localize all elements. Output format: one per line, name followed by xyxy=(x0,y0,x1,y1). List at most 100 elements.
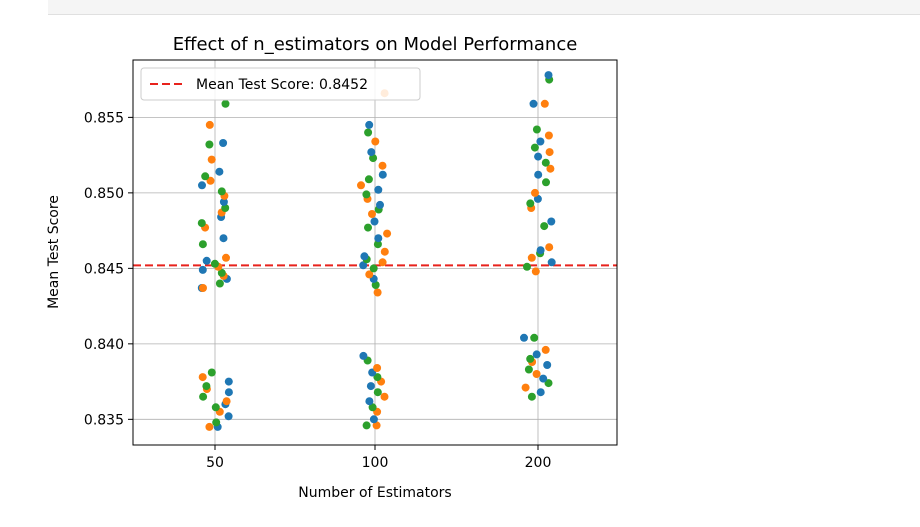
data-point xyxy=(527,392,536,401)
data-point xyxy=(536,246,545,255)
legend-label: Mean Test Score: 0.8452 xyxy=(196,77,368,93)
data-point xyxy=(360,252,369,261)
data-point xyxy=(541,158,550,167)
data-point xyxy=(197,219,206,228)
data-point xyxy=(536,388,545,397)
x-tick-label: 100 xyxy=(362,455,389,471)
chart-title: Effect of n_estimators on Model Performa… xyxy=(173,34,578,55)
data-point xyxy=(534,152,543,161)
data-point xyxy=(364,223,372,232)
data-point xyxy=(207,368,216,377)
notebook-cell-strip xyxy=(48,0,920,15)
data-point xyxy=(215,167,224,176)
data-point xyxy=(547,217,556,226)
data-point xyxy=(532,350,541,359)
data-point xyxy=(378,170,387,179)
data-point xyxy=(224,388,233,397)
data-point xyxy=(544,131,553,140)
data-point xyxy=(523,262,531,271)
data-point xyxy=(365,270,374,279)
y-tick-label: 0.835 xyxy=(84,412,124,428)
data-point xyxy=(198,265,207,274)
data-point xyxy=(364,175,373,184)
x-tick-label: 50 xyxy=(206,455,224,471)
data-point xyxy=(371,281,380,289)
data-point xyxy=(206,176,215,185)
y-tick-label: 0.840 xyxy=(84,337,124,353)
data-point xyxy=(205,140,214,149)
data-point xyxy=(532,125,541,134)
data-point xyxy=(224,377,233,386)
data-point xyxy=(373,240,382,249)
data-point xyxy=(373,373,382,382)
data-point xyxy=(221,99,230,108)
data-point xyxy=(370,217,379,226)
data-point xyxy=(371,137,380,146)
data-point xyxy=(367,148,376,157)
data-point xyxy=(362,421,371,430)
data-point xyxy=(373,288,382,297)
x-axis-label: Number of Estimators xyxy=(298,485,451,501)
data-point xyxy=(536,137,545,146)
data-point xyxy=(359,351,368,360)
data-point xyxy=(531,188,539,197)
data-point xyxy=(527,253,536,262)
data-point xyxy=(540,222,549,231)
data-point xyxy=(222,397,231,406)
y-tick-label: 0.845 xyxy=(84,261,124,277)
data-point xyxy=(542,178,550,187)
data-point xyxy=(526,199,535,208)
data-point xyxy=(205,422,214,431)
data-point xyxy=(359,261,368,270)
data-point xyxy=(199,284,207,292)
data-point xyxy=(365,397,374,406)
data-point xyxy=(380,392,389,401)
data-point xyxy=(210,259,219,268)
y-tick-label: 0.850 xyxy=(84,186,124,202)
data-point xyxy=(534,170,543,179)
data-point xyxy=(365,120,374,129)
data-point xyxy=(368,210,376,218)
data-point xyxy=(202,382,211,391)
data-point xyxy=(545,148,554,157)
data-point xyxy=(372,421,381,430)
data-point xyxy=(526,354,535,363)
data-point xyxy=(222,253,230,262)
data-point xyxy=(374,234,383,243)
data-point xyxy=(378,258,387,267)
data-point xyxy=(374,185,383,194)
data-point xyxy=(376,200,384,209)
data-point xyxy=(364,128,373,137)
data-points xyxy=(197,71,556,431)
data-point xyxy=(369,154,378,163)
data-point xyxy=(198,240,207,249)
data-point xyxy=(219,197,228,206)
data-point xyxy=(378,161,387,170)
data-point xyxy=(544,379,553,388)
data-point xyxy=(198,373,207,382)
data-point xyxy=(198,181,206,190)
data-point xyxy=(219,139,228,147)
data-point xyxy=(530,143,539,152)
data-point xyxy=(221,204,230,212)
data-point xyxy=(373,388,382,397)
data-point xyxy=(547,258,556,267)
data-point xyxy=(544,71,553,80)
data-point xyxy=(539,374,548,383)
data-point xyxy=(366,382,375,391)
data-point xyxy=(217,187,226,196)
y-tick-label: 0.855 xyxy=(84,110,124,126)
data-point xyxy=(373,364,382,372)
data-point xyxy=(529,99,538,108)
data-point xyxy=(199,392,208,401)
data-point xyxy=(531,267,540,276)
x-ticks: 50 100 200 xyxy=(206,445,551,471)
data-point xyxy=(368,403,377,412)
data-point xyxy=(532,370,541,378)
data-point xyxy=(215,279,224,288)
data-point xyxy=(546,164,555,173)
data-point xyxy=(362,190,371,199)
data-point xyxy=(383,229,392,238)
data-point xyxy=(541,345,550,354)
